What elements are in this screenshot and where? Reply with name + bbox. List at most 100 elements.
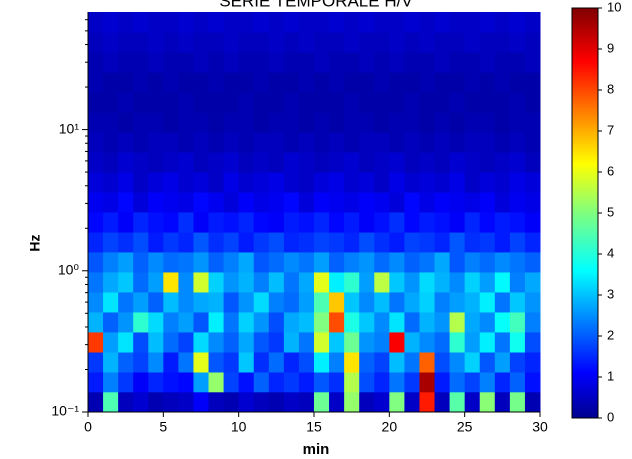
heatmap-cell [283, 52, 300, 73]
heatmap-cell [524, 371, 541, 393]
heatmap-cell [359, 371, 375, 393]
heatmap-cell [389, 112, 405, 133]
heatmap-cell [238, 371, 255, 393]
heatmap-cell [464, 331, 481, 353]
heatmap-cell [163, 112, 179, 133]
heatmap-cell [359, 192, 375, 213]
heatmap-cell [434, 132, 451, 153]
heatmap-cell [374, 232, 390, 253]
heatmap-cell [178, 112, 194, 133]
heatmap-cell [223, 152, 240, 173]
heatmap-cell [494, 291, 511, 313]
heatmap-cell [238, 232, 255, 253]
heatmap-cell [329, 391, 345, 413]
heatmap-cell [494, 132, 511, 153]
heatmap-cell [178, 232, 194, 253]
heatmap-cell [193, 72, 210, 93]
heatmap-cell [88, 232, 104, 253]
x-tick-label: 10 [231, 419, 247, 435]
heatmap-cell [509, 12, 526, 33]
heatmap-cell [329, 211, 345, 233]
heatmap-cell [434, 72, 451, 93]
heatmap-cell [329, 311, 345, 333]
heatmap-cell [404, 132, 420, 153]
heatmap-cell [148, 331, 164, 353]
heatmap-cell [283, 311, 300, 333]
heatmap-cell [509, 32, 526, 53]
heatmap-cell [374, 331, 390, 353]
heatmap-cell [509, 92, 526, 113]
heatmap-cell [253, 172, 270, 193]
heatmap-cell [193, 232, 210, 253]
heatmap-cell [419, 112, 436, 133]
heatmap-cell [374, 311, 390, 333]
heatmap-cell [163, 351, 179, 373]
heatmap-cell [103, 331, 119, 353]
heatmap-cell [479, 391, 496, 413]
heatmap-cell [434, 152, 451, 173]
heatmap-cell [223, 291, 240, 313]
heatmap-cell [449, 351, 466, 373]
heatmap-cell [103, 251, 119, 273]
heatmap-cell [314, 271, 330, 293]
heatmap-cell [163, 371, 179, 393]
heatmap-cell [344, 32, 360, 53]
heatmap-cell [298, 152, 315, 173]
heatmap-cell [494, 172, 511, 193]
colorbar-tick-label: 1 [607, 368, 614, 383]
heatmap-cell [344, 271, 360, 293]
heatmap-cell [329, 132, 345, 153]
heatmap-cell [464, 132, 481, 153]
heatmap-cell [223, 232, 240, 253]
heatmap-cell [238, 351, 255, 373]
heatmap-cell [118, 52, 134, 73]
heatmap-cell [208, 32, 225, 53]
heatmap-cell [344, 311, 360, 333]
heatmap-cell [88, 251, 104, 273]
heatmap-cell [479, 72, 496, 93]
heatmap-cell [163, 32, 179, 53]
heatmap-cell [298, 172, 315, 193]
heatmap-cell [298, 52, 315, 73]
heatmap-cell [479, 211, 496, 233]
heatmap-cell [148, 172, 164, 193]
heatmap-cell [133, 132, 149, 153]
heatmap-cell [253, 192, 270, 213]
heatmap-cell [208, 152, 225, 173]
heatmap-cell [509, 391, 526, 413]
heatmap-cell [88, 132, 104, 153]
heatmap-cell [314, 52, 330, 73]
heatmap-cell [223, 351, 240, 373]
heatmap-cell [88, 391, 104, 413]
heatmap-cell [253, 351, 270, 373]
heatmap-cell [298, 12, 315, 33]
heatmap-cell [298, 112, 315, 133]
heatmap-cell [103, 112, 119, 133]
heatmap-cell [208, 112, 225, 133]
heatmap-cell [133, 311, 149, 333]
heatmap-cell [268, 132, 285, 153]
heatmap-cell [283, 32, 300, 53]
heatmap-cell [163, 52, 179, 73]
heatmap-cell [133, 211, 149, 233]
heatmap-cell [283, 232, 300, 253]
heatmap-cell [253, 92, 270, 113]
heatmap-cell [314, 371, 330, 393]
heatmap-cell [434, 112, 451, 133]
heatmap-cell [283, 211, 300, 233]
heatmap-cell [494, 92, 511, 113]
heatmap-cell [208, 52, 225, 73]
heatmap-cell [329, 331, 345, 353]
heatmap-cell [359, 391, 375, 413]
heatmap-cell [103, 192, 119, 213]
heatmap-cell [344, 12, 360, 33]
heatmap-cell [374, 351, 390, 373]
colorbar-tick-label: 3 [607, 286, 614, 301]
heatmap-cell [359, 12, 375, 33]
heatmap-cell [494, 72, 511, 93]
heatmap-cell [419, 192, 436, 213]
heatmap-cell [118, 32, 134, 53]
heatmap-cell [238, 112, 255, 133]
heatmap-cell [329, 371, 345, 393]
heatmap-cell [434, 232, 451, 253]
